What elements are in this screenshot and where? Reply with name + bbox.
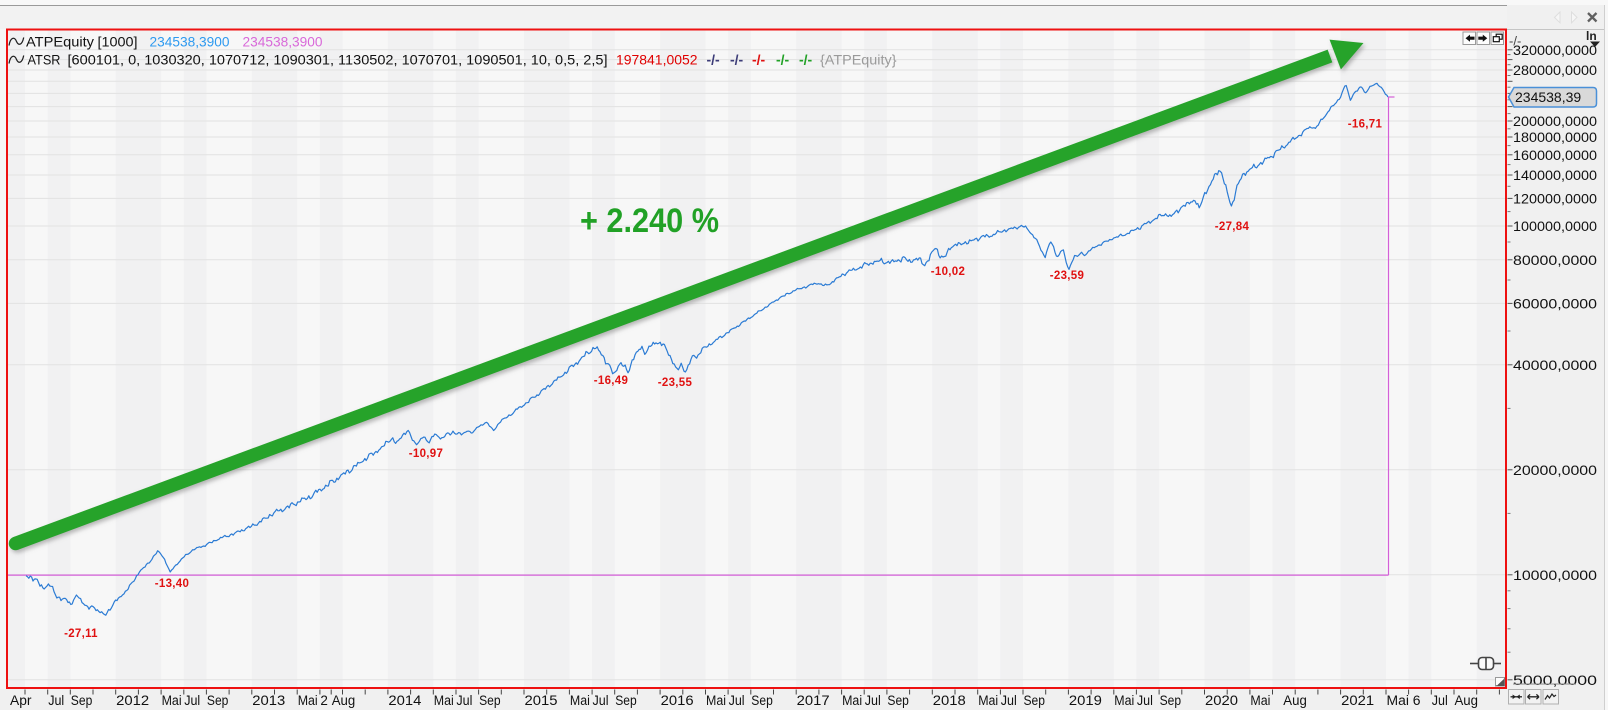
svg-text:Sep: Sep <box>71 693 93 708</box>
svg-text:Sep: Sep <box>615 693 637 708</box>
svg-text:120000,0000: 120000,0000 <box>1513 190 1597 206</box>
svg-text:ln: ln <box>1586 29 1597 43</box>
svg-text:320000,0000: 320000,0000 <box>1513 42 1597 58</box>
svg-text:Aug: Aug <box>1455 693 1479 708</box>
svg-text:-/-: -/- <box>799 52 813 68</box>
svg-text:2014: 2014 <box>388 693 422 708</box>
svg-text:Sep: Sep <box>751 693 773 708</box>
svg-text:10000,0000: 10000,0000 <box>1513 567 1597 583</box>
svg-text:ATSR: ATSR <box>28 52 61 68</box>
svg-text:-23,59: -23,59 <box>1050 270 1084 282</box>
svg-text:Mai: Mai <box>978 693 998 708</box>
svg-text:200000,0000: 200000,0000 <box>1513 113 1597 129</box>
svg-text:197841,0052: 197841,0052 <box>616 52 698 68</box>
svg-text:-/-: -/- <box>776 52 790 68</box>
svg-text:Mai: Mai <box>162 693 182 708</box>
svg-text:100000,0000: 100000,0000 <box>1513 218 1597 234</box>
svg-text:[600101, 0, 1030320, 1070712,: [600101, 0, 1030320, 1070712, 1090301, 1… <box>68 52 608 68</box>
svg-text:Sep: Sep <box>479 693 501 708</box>
svg-text:Jul: Jul <box>1137 693 1153 708</box>
svg-text:-16,49: -16,49 <box>594 375 628 387</box>
svg-text:Mai: Mai <box>706 693 726 708</box>
svg-text:Apr: Apr <box>10 693 32 708</box>
svg-text:-27,11: -27,11 <box>64 628 98 640</box>
svg-text:Sep: Sep <box>1160 693 1182 708</box>
svg-text:Mai: Mai <box>842 693 862 708</box>
svg-text:-13,40: -13,40 <box>155 578 189 590</box>
svg-text:20000,0000: 20000,0000 <box>1513 462 1597 478</box>
svg-text:+ 2.240 %: + 2.240 % <box>580 202 719 240</box>
svg-text:Jul: Jul <box>1001 693 1017 708</box>
svg-text:Mai: Mai <box>1250 693 1270 708</box>
svg-text:160000,0000: 160000,0000 <box>1513 147 1597 163</box>
svg-text:Aug: Aug <box>332 693 356 708</box>
svg-text:-23,55: -23,55 <box>658 377 693 389</box>
svg-text:Sep: Sep <box>207 693 229 708</box>
svg-text:140000,0000: 140000,0000 <box>1513 167 1597 183</box>
svg-text:Sep: Sep <box>887 693 909 708</box>
svg-text:Sep: Sep <box>1024 693 1046 708</box>
svg-text:-/-: -/- <box>752 52 766 68</box>
svg-text:-/-: -/- <box>730 52 744 68</box>
svg-text:ATPEquity: ATPEquity <box>26 34 94 50</box>
svg-text:Jul: Jul <box>48 693 64 708</box>
svg-text:2017: 2017 <box>797 693 830 708</box>
svg-text:-10,97: -10,97 <box>409 448 443 460</box>
svg-text:Jul: Jul <box>184 693 200 708</box>
svg-text:2012: 2012 <box>116 693 149 708</box>
svg-text:Jul: Jul <box>865 693 881 708</box>
svg-text:-/-: -/- <box>1509 34 1521 49</box>
svg-text:Mai: Mai <box>434 693 454 708</box>
svg-text:2: 2 <box>320 693 328 708</box>
svg-text:2018: 2018 <box>933 693 966 708</box>
svg-text:Jul: Jul <box>1432 693 1448 708</box>
svg-text:Mai: Mai <box>298 693 318 708</box>
svg-text:2021: 2021 <box>1341 693 1374 708</box>
svg-text:Jul: Jul <box>729 693 745 708</box>
svg-text:-/-: -/- <box>707 52 721 68</box>
svg-text:-27,84: -27,84 <box>1215 221 1250 233</box>
svg-text:Mai: Mai <box>1114 693 1134 708</box>
svg-text:-10,02: -10,02 <box>931 266 965 278</box>
svg-text:2019: 2019 <box>1069 693 1102 708</box>
svg-text:{ATPEquity}: {ATPEquity} <box>820 52 897 68</box>
svg-text:60000,0000: 60000,0000 <box>1513 295 1597 311</box>
svg-text:[1000]: [1000] <box>98 34 138 50</box>
svg-text:5000,0000: 5000,0000 <box>1513 672 1597 688</box>
svg-text:Mai 6: Mai 6 <box>1387 693 1421 708</box>
svg-text:Jul: Jul <box>593 693 609 708</box>
svg-text:Mai: Mai <box>570 693 590 708</box>
svg-text:40000,0000: 40000,0000 <box>1513 357 1597 373</box>
svg-text:Aug: Aug <box>1283 693 1307 708</box>
svg-text:234538,39: 234538,39 <box>1515 89 1581 105</box>
svg-text:2013: 2013 <box>252 693 285 708</box>
svg-text:280000,0000: 280000,0000 <box>1513 62 1597 78</box>
svg-text:2020: 2020 <box>1205 693 1238 708</box>
svg-text:-16,71: -16,71 <box>1348 119 1383 131</box>
svg-text:234538,3900: 234538,3900 <box>243 34 323 50</box>
svg-text:80000,0000: 80000,0000 <box>1513 252 1597 268</box>
svg-text:Jul: Jul <box>456 693 472 708</box>
svg-text:180000,0000: 180000,0000 <box>1513 129 1597 145</box>
svg-text:2015: 2015 <box>525 693 558 708</box>
svg-text:2016: 2016 <box>661 693 694 708</box>
svg-text:234538,3900: 234538,3900 <box>150 34 230 50</box>
